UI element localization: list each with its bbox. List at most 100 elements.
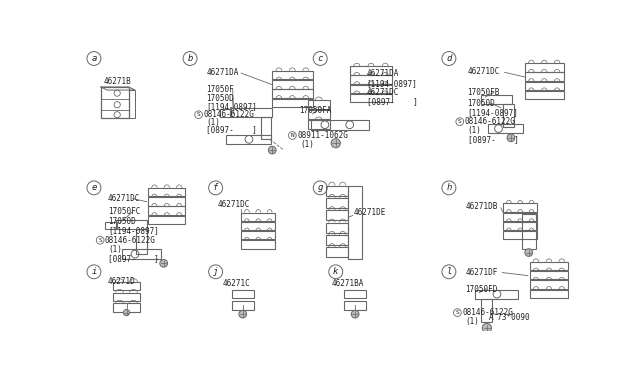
Bar [272, 71, 312, 79]
Text: [0897-    ]: [0897- ] [467, 136, 518, 145]
Bar [241, 222, 275, 230]
Bar [344, 301, 366, 310]
Bar [122, 250, 161, 259]
Bar [326, 222, 348, 232]
Bar [525, 91, 564, 99]
Text: 46271DF: 46271DF [465, 268, 497, 277]
Bar [488, 124, 522, 133]
Text: 17050FA: 17050FA [300, 106, 332, 115]
Bar [308, 100, 330, 109]
Text: i: i [92, 267, 97, 276]
Bar [529, 262, 568, 270]
Bar [349, 76, 392, 84]
Text: 46271B: 46271B [104, 77, 132, 86]
Text: 17050D: 17050D [467, 99, 495, 108]
Bar [272, 99, 312, 107]
Text: (1): (1) [206, 118, 220, 127]
Bar [232, 289, 253, 298]
Text: [1194-0897]: [1194-0897] [206, 102, 257, 111]
Text: 46271DC: 46271DC [467, 67, 500, 76]
Text: f: f [213, 183, 218, 192]
Bar [241, 212, 275, 221]
Bar [272, 89, 312, 98]
Text: 46271BA: 46271BA [332, 279, 364, 288]
Circle shape [525, 249, 532, 256]
Text: 17050FD: 17050FD [465, 285, 497, 294]
Bar [326, 235, 348, 245]
Text: b: b [188, 54, 193, 63]
Bar [503, 212, 537, 221]
Circle shape [331, 139, 340, 148]
Circle shape [351, 310, 359, 318]
Circle shape [160, 260, 168, 267]
Text: g: g [317, 183, 323, 192]
Bar [272, 80, 312, 89]
Text: 17050D: 17050D [206, 94, 234, 103]
Text: 17050FB: 17050FB [467, 88, 500, 97]
Text: S: S [456, 310, 460, 315]
Text: S: S [196, 112, 200, 117]
Bar [503, 222, 537, 230]
Bar [348, 186, 362, 259]
Bar [525, 73, 564, 81]
Bar [525, 63, 564, 71]
Circle shape [482, 323, 492, 333]
Text: 08146-6122G: 08146-6122G [465, 117, 515, 126]
Bar [113, 293, 140, 301]
Text: k: k [333, 267, 339, 276]
Text: 46271DA: 46271DA [206, 68, 239, 77]
Text: 46271DC: 46271DC [218, 200, 250, 209]
Text: h: h [446, 183, 452, 192]
Text: (1): (1) [300, 140, 314, 149]
Bar [226, 135, 271, 144]
Bar [349, 66, 392, 75]
Text: d: d [446, 54, 452, 63]
Circle shape [268, 146, 276, 154]
Text: 17050F: 17050F [206, 85, 234, 94]
Text: [0897-    ]: [0897- ] [367, 97, 418, 106]
Bar [241, 240, 275, 249]
Text: c: c [317, 54, 323, 63]
Text: 17050D: 17050D [108, 217, 136, 226]
Text: 08911-1062G: 08911-1062G [297, 131, 348, 140]
Text: 08146-6122G: 08146-6122G [462, 308, 513, 317]
Bar [129, 90, 135, 118]
Text: (1): (1) [465, 317, 479, 326]
Bar [148, 206, 186, 215]
Text: (1): (1) [108, 245, 122, 254]
Text: 46271D: 46271D [108, 277, 136, 286]
Bar [326, 198, 348, 208]
Bar [101, 87, 129, 118]
Bar [220, 109, 231, 117]
Bar [481, 95, 513, 104]
Text: A'73*0090: A'73*0090 [489, 314, 531, 323]
Text: N: N [291, 133, 294, 138]
Text: j: j [213, 267, 218, 276]
Bar [503, 203, 537, 212]
Bar [344, 289, 366, 298]
Bar [349, 85, 392, 93]
Bar [105, 222, 117, 230]
Bar [113, 303, 140, 312]
Bar [522, 214, 536, 249]
Bar [503, 231, 537, 240]
Bar [349, 94, 392, 102]
Bar [148, 216, 186, 224]
Text: [1194-0897]: [1194-0897] [367, 78, 418, 88]
Bar [113, 282, 140, 290]
Bar [529, 289, 568, 298]
Bar [311, 120, 369, 130]
Text: 46271DE: 46271DE [353, 208, 386, 217]
Text: 08146-6122G: 08146-6122G [204, 110, 254, 119]
Text: [1194-0897]: [1194-0897] [467, 108, 518, 117]
Text: a: a [92, 54, 97, 63]
Text: 46271DC: 46271DC [108, 194, 140, 203]
Text: [0897-    ]: [0897- ] [206, 126, 257, 135]
Bar [326, 210, 348, 220]
Circle shape [239, 310, 246, 318]
Text: 46271DA: 46271DA [367, 70, 399, 78]
Text: e: e [92, 183, 97, 192]
Bar [136, 230, 147, 254]
Bar [116, 220, 147, 230]
Bar [308, 110, 330, 119]
